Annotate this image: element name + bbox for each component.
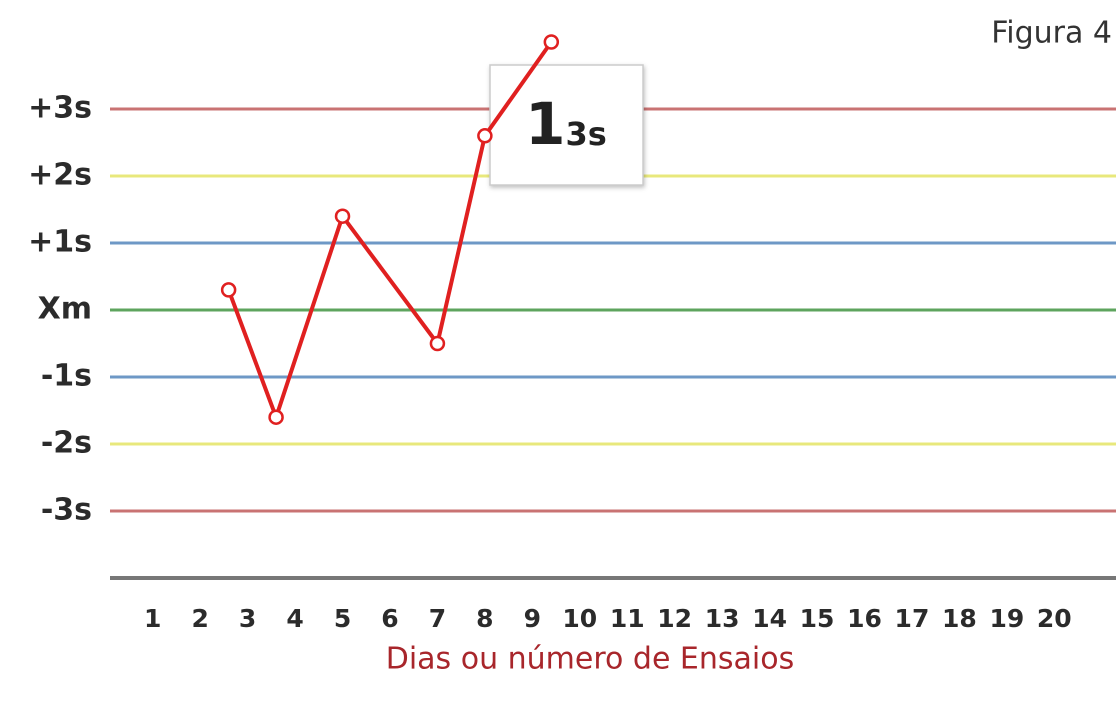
x-tick-label: 2 (191, 604, 208, 633)
x-tick-label: 3 (239, 604, 256, 633)
data-point (543, 34, 560, 50)
data-point (334, 208, 351, 224)
x-tick-label: 9 (524, 604, 541, 633)
data-line (226, 40, 553, 420)
y-tick-label: -1s (41, 359, 92, 394)
x-tick-label: 5 (334, 604, 351, 633)
y-tick-label: +3s (28, 91, 92, 126)
x-tick-label: 20 (1037, 604, 1072, 633)
x-tick-label: 1 (144, 604, 161, 633)
data-point (477, 128, 493, 144)
chart-title: Figura 4 (991, 16, 1112, 51)
x-tick-label: 12 (657, 604, 692, 633)
x-tick-label: 4 (286, 604, 303, 633)
x-tick-label: 16 (847, 604, 882, 633)
data-point (268, 409, 284, 425)
annotation-subscript: 3s (566, 115, 607, 153)
x-tick-label: 13 (705, 604, 740, 633)
y-tick-label: -3s (41, 493, 92, 528)
annotation-main: 1 (525, 90, 565, 158)
x-tick-label: 8 (476, 604, 493, 633)
annotation-box (489, 64, 644, 186)
data-point (220, 282, 237, 298)
x-tick-label: 18 (942, 604, 977, 633)
data-point (429, 335, 446, 352)
x-tick-label: 19 (989, 604, 1024, 633)
y-tick-label: +1s (28, 225, 92, 260)
y-tick-label: Xm (38, 292, 92, 327)
x-tick-label: 11 (610, 604, 645, 633)
x-axis-label: Dias ou número de Ensaios (386, 642, 795, 677)
x-tick-label: 10 (562, 604, 597, 633)
annotation-text: 13s (525, 90, 607, 158)
y-tick-label: -2s (41, 426, 92, 461)
annotation: 13s (489, 64, 644, 186)
x-tick-label: 7 (429, 604, 446, 633)
x-tick-label: 17 (895, 604, 930, 633)
x-tick-label: 14 (752, 604, 787, 633)
x-tick-label: 6 (381, 604, 398, 633)
x-tick-label: 15 (800, 604, 835, 633)
y-tick-label: +2s (28, 158, 92, 193)
